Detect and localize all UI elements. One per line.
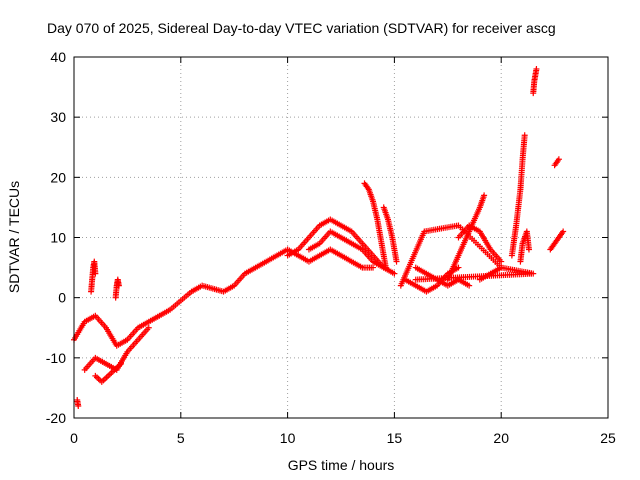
x-tick-label: 15 <box>387 430 403 446</box>
y-axis-label: SDTVAR / TECUs <box>6 181 22 293</box>
data-points <box>71 66 567 409</box>
data-point <box>145 324 152 331</box>
series-drop-13 <box>361 180 389 271</box>
data-point <box>75 402 82 409</box>
data-point <box>498 258 505 265</box>
series-outlier-low <box>74 396 82 409</box>
series-drop-14.5 <box>380 204 400 265</box>
y-tick-label: -10 <box>46 350 66 366</box>
series-late-rise <box>547 228 567 253</box>
data-point <box>455 264 462 271</box>
ticks: 0 5 10 15 20 25 -20 -10 0 10 20 30 40 <box>46 49 616 446</box>
data-point <box>391 270 398 277</box>
y-tick-label: 40 <box>50 49 66 65</box>
y-tick-label: 0 <box>58 290 66 306</box>
series-low-spur <box>92 360 124 385</box>
series-main-trend <box>71 246 377 349</box>
series-rise-18 <box>444 192 488 283</box>
data-point <box>481 192 488 199</box>
series-top-21.5 <box>530 66 540 97</box>
series-steep-21 <box>508 132 528 259</box>
series-isolated-pts <box>397 222 537 289</box>
data-point <box>370 264 377 271</box>
series-late-22.5 <box>551 156 562 169</box>
y-tick-label: 30 <box>50 109 66 125</box>
x-tick-label: 10 <box>280 430 296 446</box>
x-tick-label: 20 <box>493 430 509 446</box>
data-point <box>533 66 540 73</box>
data-point <box>92 270 99 277</box>
x-tick-label: 25 <box>600 430 616 446</box>
data-point <box>393 258 400 265</box>
chart-title: Day 070 of 2025, Sidereal Day-to-day VTE… <box>47 20 556 36</box>
data-point <box>466 282 473 289</box>
x-tick-label: 0 <box>70 430 78 446</box>
series-spike-2 <box>112 276 122 301</box>
data-point <box>117 360 124 367</box>
data-point <box>412 276 419 283</box>
y-tick-label: 10 <box>50 230 66 246</box>
data-point <box>115 282 122 289</box>
data-point <box>521 132 528 139</box>
data-point <box>555 156 562 163</box>
series-cluster-21 <box>517 228 532 265</box>
y-tick-label: 20 <box>50 169 66 185</box>
data-point <box>560 228 567 235</box>
y-tick-label: -20 <box>46 410 66 426</box>
series-arc-19 <box>455 222 505 265</box>
series-evening-arc-2 <box>305 228 387 271</box>
x-tick-label: 5 <box>177 430 185 446</box>
data-point <box>382 264 389 271</box>
series-early-spike <box>88 258 99 295</box>
grid <box>74 57 608 418</box>
x-axis-label: GPS time / hours <box>288 457 395 473</box>
data-point <box>525 246 532 253</box>
